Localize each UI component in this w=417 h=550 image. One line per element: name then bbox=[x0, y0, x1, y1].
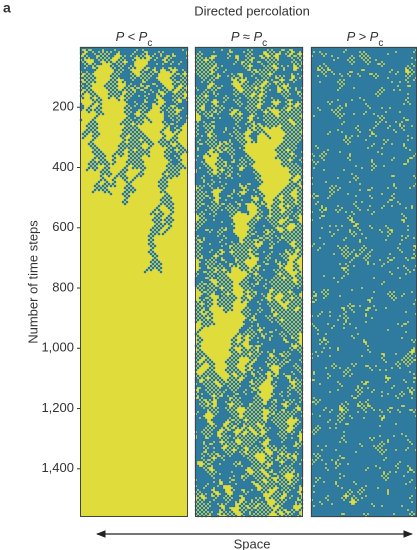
panel-label-sub: c bbox=[378, 38, 383, 49]
panel-label: a bbox=[3, 0, 11, 16]
y-tick-label: 1,000 bbox=[41, 340, 74, 355]
y-tick-label: 1,400 bbox=[41, 460, 74, 475]
cluster-texture bbox=[310, 46, 417, 518]
panel-frame bbox=[80, 47, 188, 517]
panel-label-main: P < P bbox=[116, 29, 148, 44]
cluster-texture bbox=[194, 46, 304, 518]
panel-frame bbox=[195, 47, 303, 517]
cluster-texture bbox=[79, 46, 189, 274]
panel-label: P > Pc bbox=[347, 29, 384, 49]
panel-label-main: P ≈ P bbox=[231, 29, 263, 44]
y-axis-label: Number of time steps bbox=[25, 220, 40, 344]
panel-label-sub: c bbox=[147, 38, 152, 49]
y-tick-label: 400 bbox=[52, 159, 74, 174]
y-tick-label: 200 bbox=[52, 99, 74, 114]
y-tick-label: 600 bbox=[52, 219, 74, 234]
panel-label-main: P > P bbox=[347, 29, 379, 44]
y-tick-label: 1,200 bbox=[41, 400, 74, 415]
panel-label: P ≈ Pc bbox=[231, 29, 267, 49]
panel-label-sub: c bbox=[262, 38, 267, 49]
panel-label: P < Pc bbox=[116, 29, 153, 49]
x-axis-label: Space bbox=[234, 536, 271, 550]
y-tick-label: 800 bbox=[52, 279, 74, 294]
chart-title: Directed percolation bbox=[194, 3, 310, 18]
